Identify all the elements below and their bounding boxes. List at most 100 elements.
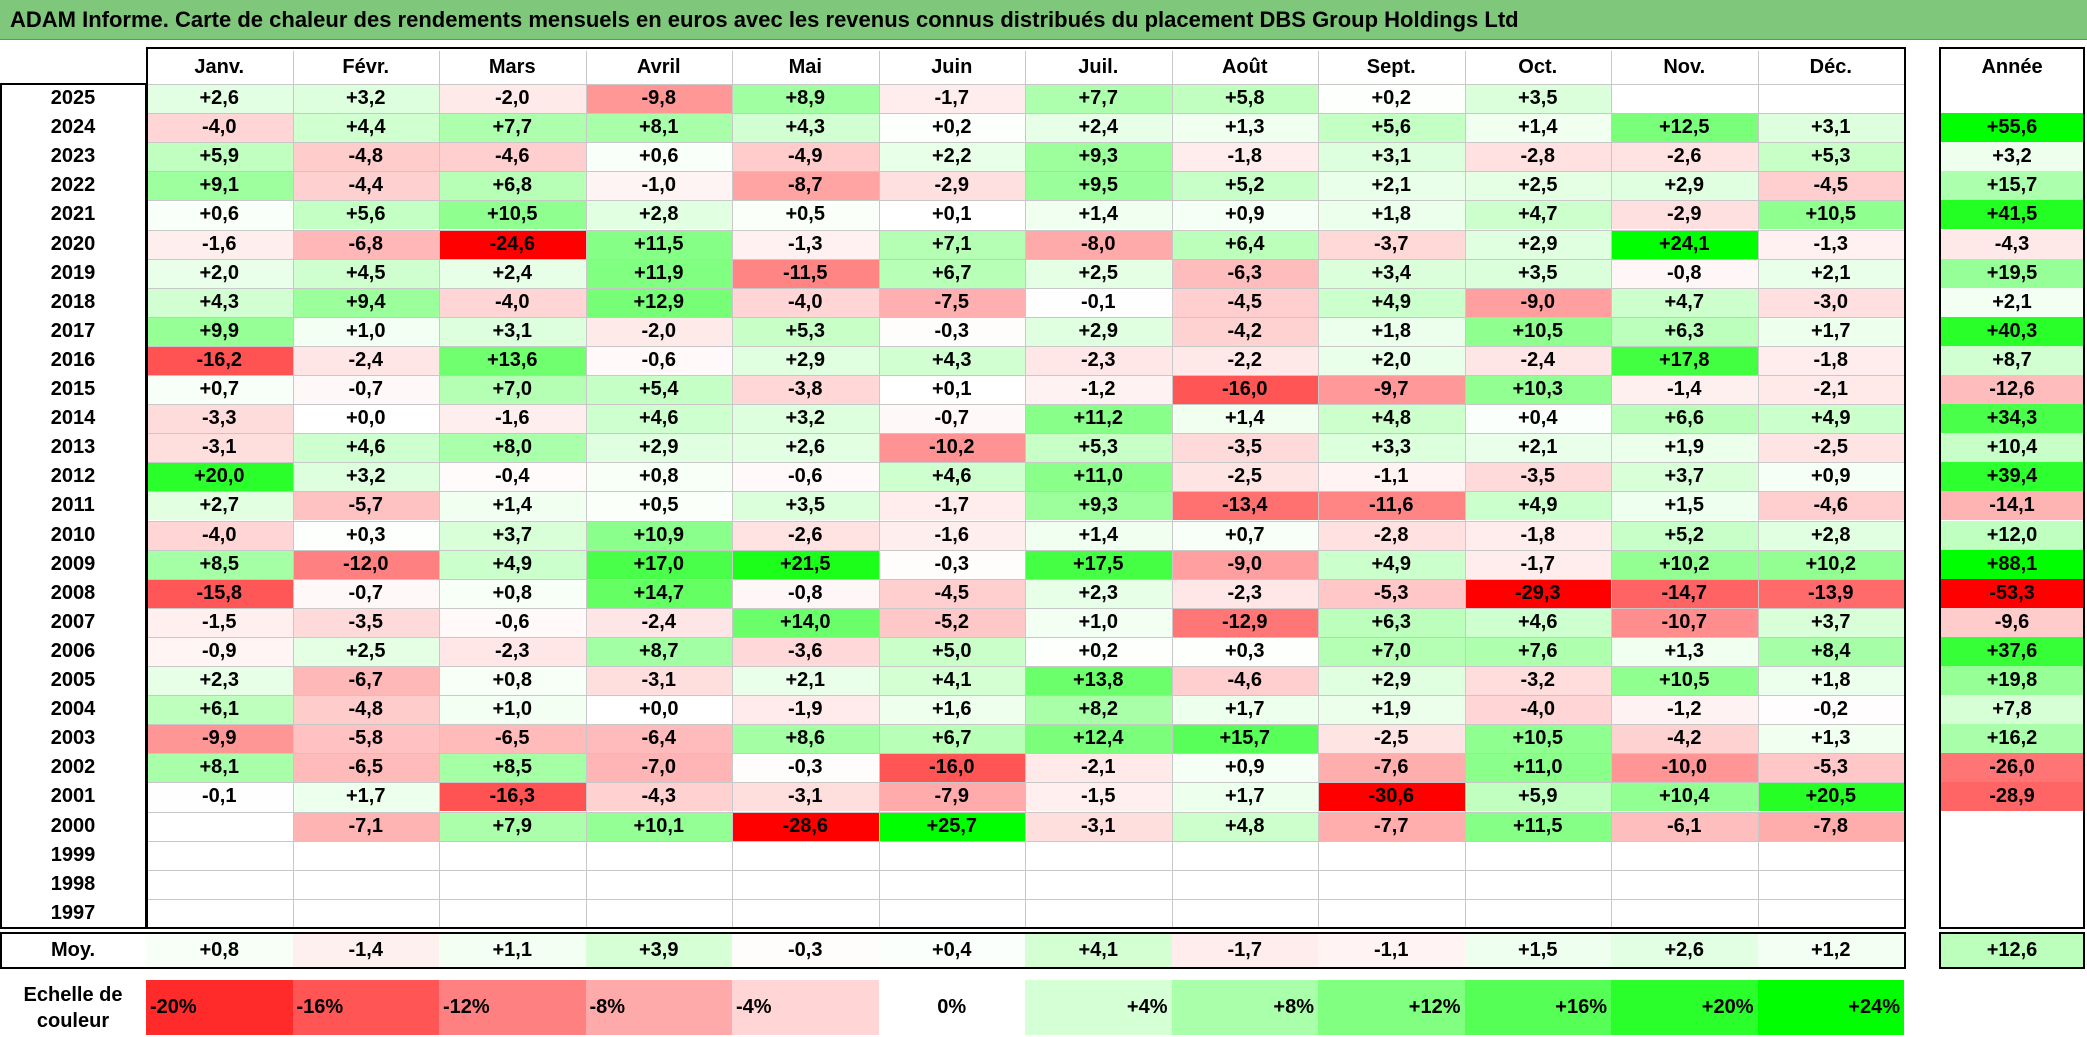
annual-cell: +19,5 (1939, 258, 2085, 288)
heatmap-cell: +4,7 (1464, 200, 1611, 230)
heatmap-cell: -6,1 (1611, 811, 1758, 841)
year-label: 2019 (50, 261, 96, 284)
heatmap-cell: -6,5 (292, 753, 439, 783)
heatmap-cell: -2,4 (1464, 345, 1611, 375)
heatmap-cell: +8,9 (732, 84, 879, 114)
heatmap-cell: -10,2 (878, 433, 1025, 463)
heatmap-cell: -1,6 (146, 229, 293, 259)
heatmap-cell: -16,2 (146, 345, 293, 375)
heatmap-cell: -0,8 (732, 578, 879, 608)
heatmap-cell: -1,5 (1025, 782, 1172, 812)
heatmap-cell (878, 869, 1025, 899)
grid-line (732, 51, 733, 928)
heatmap-cell: +1,7 (1757, 316, 1904, 346)
year-label: 2004 (50, 698, 96, 721)
heatmap-cell: +1,8 (1757, 666, 1904, 696)
annual-cell: -12,6 (1939, 375, 2085, 405)
heatmap-cell: -2,6 (1611, 142, 1758, 172)
heatmap-cell: +14,7 (585, 578, 732, 608)
year-label: 2012 (50, 465, 96, 488)
heatmap-cell: +1,5 (1611, 491, 1758, 521)
heatmap-cell: +4,9 (1318, 549, 1465, 579)
average-cell: +1,1 (439, 934, 586, 967)
heatmap-cell: +3,5 (732, 491, 879, 521)
heatmap-cell: -0,8 (1611, 258, 1758, 288)
heatmap-cell: +14,0 (732, 607, 879, 637)
year-label: 1998 (50, 872, 96, 895)
heatmap-cell: -0,7 (878, 404, 1025, 434)
heatmap-cell: -2,4 (585, 607, 732, 637)
heatmap-cell (1464, 840, 1611, 870)
heatmap-cell (1611, 898, 1758, 928)
heatmap-cell: -7,0 (585, 753, 732, 783)
average-cell: +4,1 (1025, 934, 1172, 967)
heatmap-cell: +3,7 (439, 520, 586, 550)
heatmap-cell: -10,0 (1611, 753, 1758, 783)
heatmap-cell (439, 898, 586, 928)
heatmap-cell: +4,3 (732, 113, 879, 143)
heatmap-cell: -29,3 (1464, 578, 1611, 608)
heatmap-cell: -9,8 (585, 84, 732, 114)
heatmap-cell: +3,4 (1318, 258, 1465, 288)
heatmap-cell: -2,6 (732, 520, 879, 550)
year-label: 2025 (50, 87, 96, 110)
heatmap-cell: +9,5 (1025, 171, 1172, 201)
heatmap-cell: +4,6 (292, 433, 439, 463)
annual-cell: +34,3 (1939, 404, 2085, 434)
heatmap-cell: +0,7 (146, 375, 293, 405)
heatmap-cell: +4,8 (1318, 404, 1465, 434)
heatmap-cell: -1,1 (1318, 462, 1465, 492)
grid-line (146, 666, 1904, 667)
heatmap-cell: -3,6 (732, 636, 879, 666)
heatmap-cell: -8,0 (1025, 229, 1172, 259)
year-label: 2002 (50, 756, 96, 779)
heatmap-cell: -15,8 (146, 578, 293, 608)
color-scale-stop: +24% (1757, 980, 1904, 1035)
heatmap-cell: +12,9 (585, 287, 732, 317)
heatmap-cell: -1,7 (878, 491, 1025, 521)
heatmap-cell: +3,3 (1318, 433, 1465, 463)
grid-line (146, 927, 1904, 929)
grid-line (146, 345, 1904, 347)
year-label: 2007 (50, 610, 96, 633)
heatmap-cell: +9,9 (146, 316, 293, 346)
color-scale-stop: -20% (146, 980, 293, 1035)
heatmap-cell: +10,5 (1757, 200, 1904, 230)
heatmap-cell: +0,4 (1464, 404, 1611, 434)
heatmap-cell (1171, 898, 1318, 928)
heatmap-cell: +8,5 (439, 753, 586, 783)
color-scale-stop: +16% (1464, 980, 1611, 1035)
month-header: Juil. (1078, 55, 1119, 78)
year-label: 2023 (50, 145, 96, 168)
heatmap-cell: -2,1 (1025, 753, 1172, 783)
heatmap-cell: -3,8 (732, 375, 879, 405)
heatmap-cell: +11,0 (1025, 462, 1172, 492)
heatmap-cell: -4,4 (292, 171, 439, 201)
heatmap-cell: -5,7 (292, 491, 439, 521)
annual-cell: -14,1 (1939, 491, 2085, 521)
average-label: Moy. (50, 939, 96, 961)
heatmap-cell: +6,3 (1318, 607, 1465, 637)
heatmap-cell: -14,7 (1611, 578, 1758, 608)
heatmap-cell: -2,9 (1611, 200, 1758, 230)
grid-line (146, 578, 1904, 580)
grid-line (146, 113, 1904, 115)
heatmap-cell: +2,3 (1025, 578, 1172, 608)
heatmap-cell: +13,8 (1025, 666, 1172, 696)
heatmap-cell: +5,3 (1025, 433, 1172, 463)
heatmap-cell: +7,6 (1464, 636, 1611, 666)
heatmap-cell (292, 840, 439, 870)
heatmap-cell (292, 869, 439, 899)
heatmap-cell: +2,0 (1318, 345, 1465, 375)
grid-line (146, 520, 1904, 522)
heatmap-cell (146, 840, 293, 870)
heatmap-cell: +11,0 (1464, 753, 1611, 783)
year-label: 2008 (50, 581, 96, 604)
heatmap-cell: +2,6 (146, 84, 293, 114)
heatmap-cell (1464, 898, 1611, 928)
heatmap-cell (585, 840, 732, 870)
grid-line (146, 258, 1904, 260)
heatmap-cell: -2,1 (1757, 375, 1904, 405)
annual-cell: +2,1 (1939, 287, 2085, 317)
month-header: Mai (788, 55, 822, 78)
